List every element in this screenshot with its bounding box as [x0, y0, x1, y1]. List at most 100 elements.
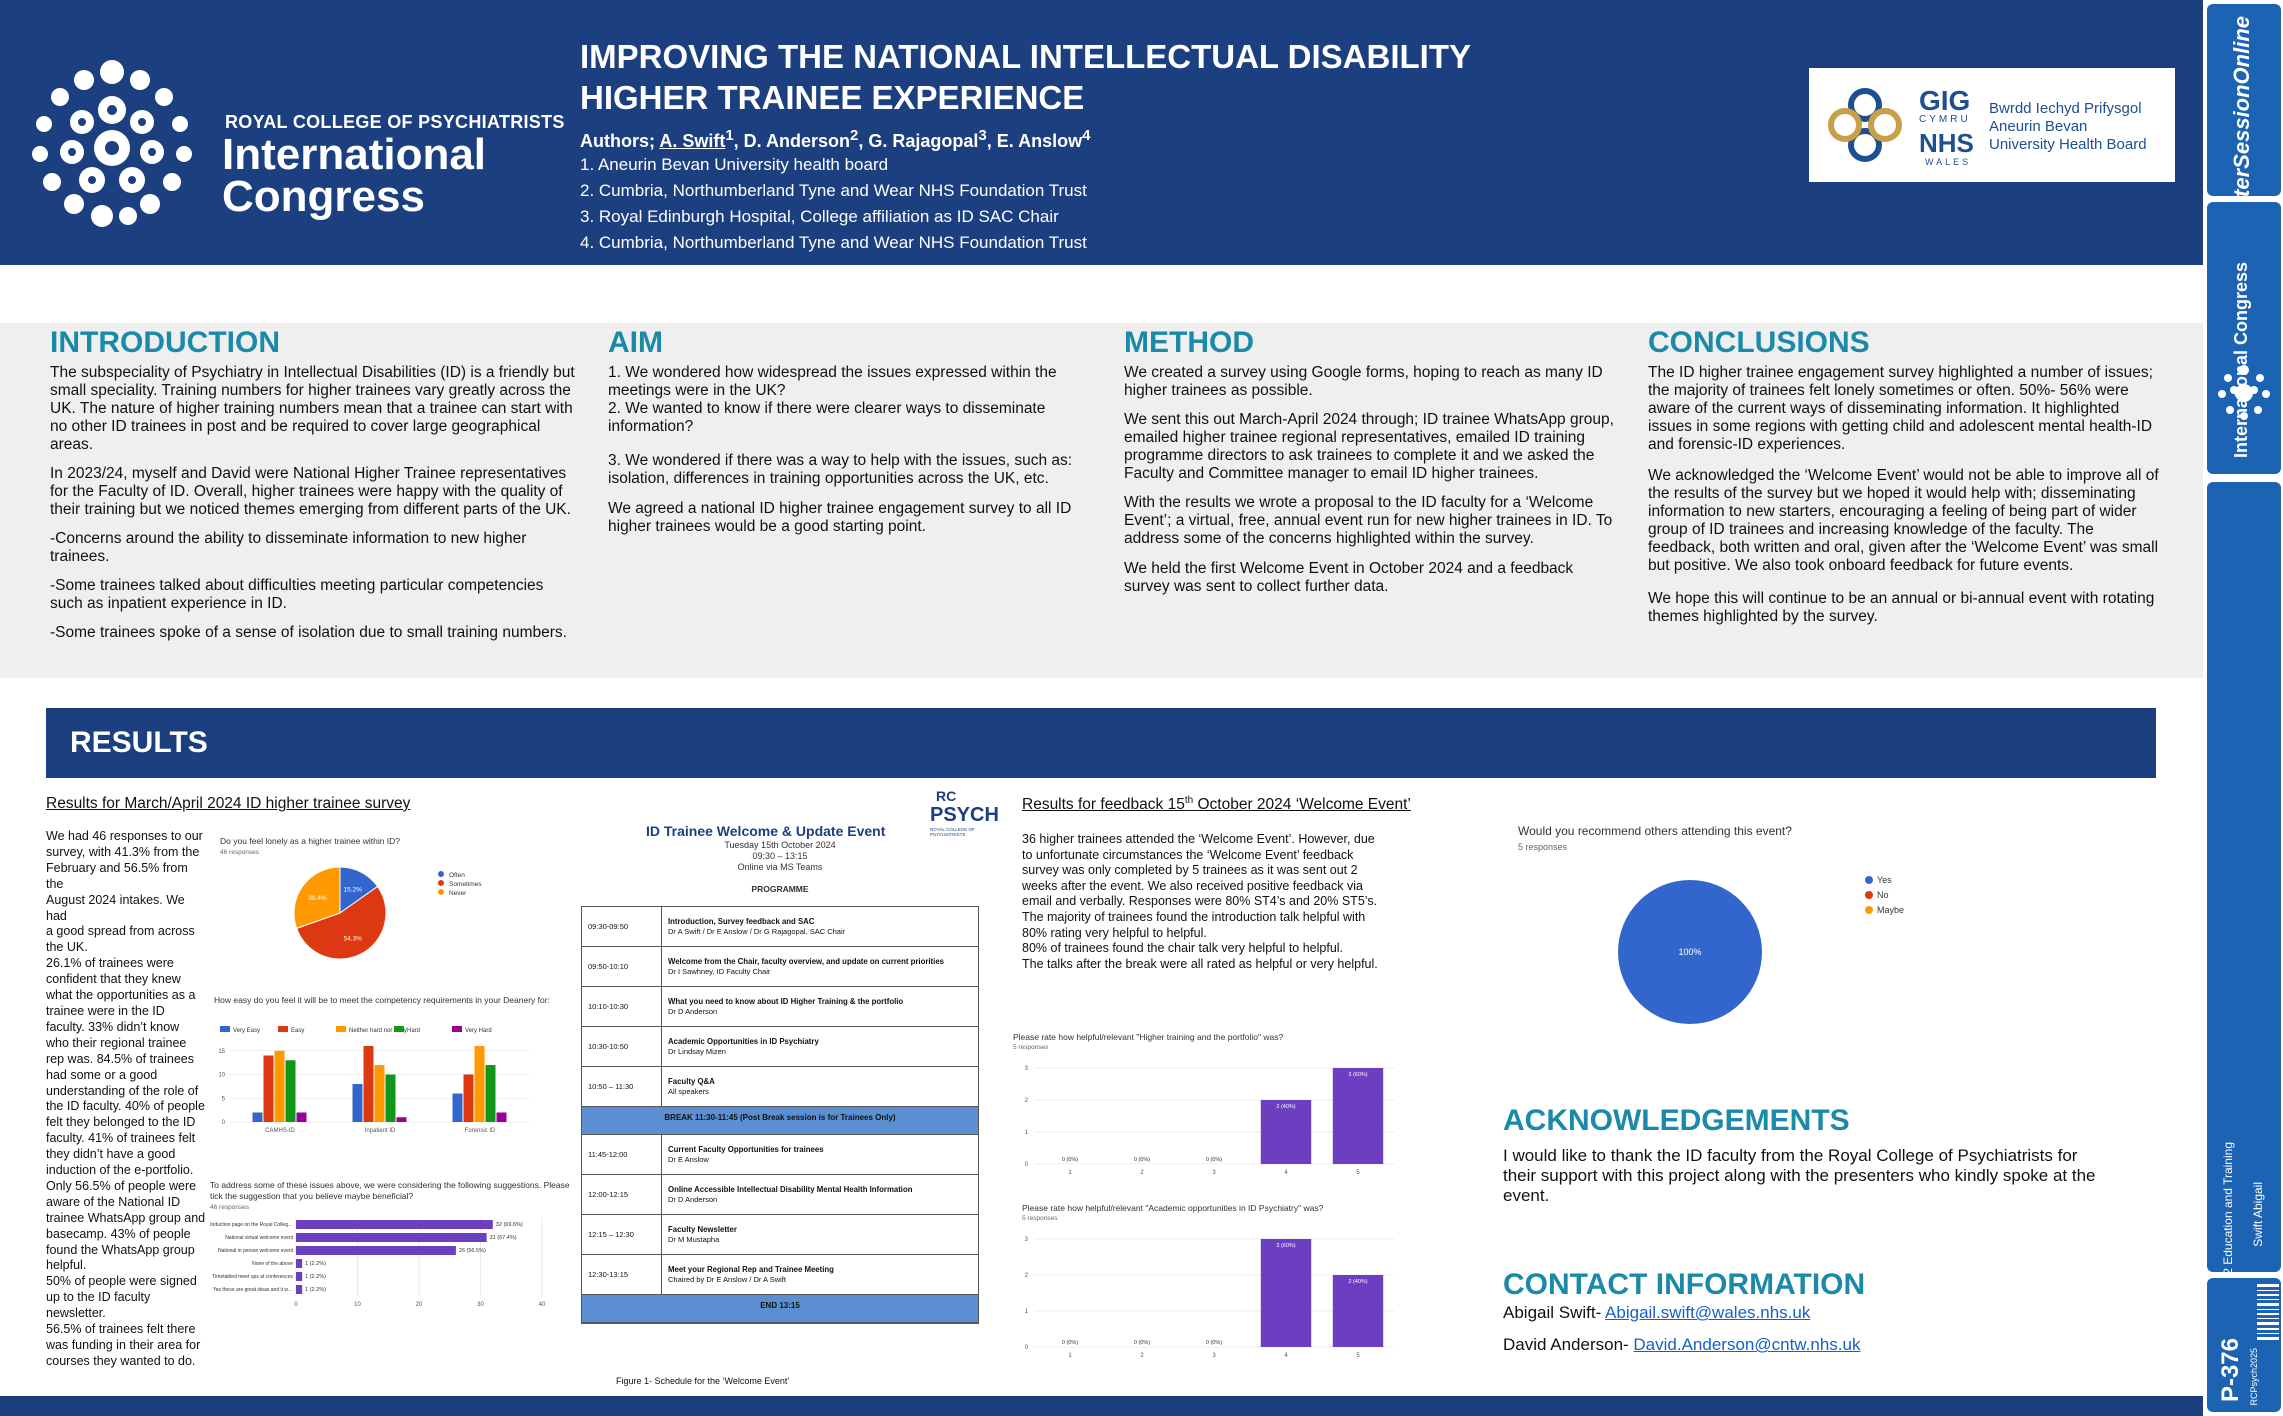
rcpsych-logo: RC PSYCH ROYAL COLLEGE OF PSYCHIATRISTS	[930, 788, 999, 837]
programme-desc: Academic Opportunities in ID Psychiatry D…	[662, 1027, 978, 1066]
legend-swatch	[336, 1026, 346, 1032]
programme-title: ID Trainee Welcome & Update Event	[646, 823, 886, 839]
programme-desc: What you need to know about ID Higher Tr…	[662, 987, 978, 1026]
conclusions-line: themes highlighted by the survey.	[1648, 608, 1878, 625]
programme-row: 10:10-10:30 What you need to know about I…	[582, 987, 978, 1027]
programme-time: 09:50-10:10	[582, 947, 662, 986]
aim-heading: AIM	[608, 326, 663, 359]
wales-label: WALES	[1925, 157, 1972, 167]
survey-heading: Results for March/April 2024 ID higher t…	[46, 795, 411, 812]
survey-line: courses they wanted to do.	[46, 1353, 196, 1368]
portfolio-chart-title: Please rate how helpful/relevant "Higher…	[1013, 1032, 1284, 1042]
feedback-line: 80% rating very helpful to helpful.	[1022, 925, 1207, 940]
feedback-heading-sup: th	[1184, 795, 1194, 806]
author-4-sup: 4	[1082, 127, 1091, 144]
survey-line: trainee were in the ID	[46, 1003, 165, 1018]
legend-label: Never	[449, 890, 467, 897]
conclusions-line: the results of the survey but we hoped i…	[1648, 485, 2136, 502]
aim-p1: 1. We wondered how widespread the issues…	[608, 364, 1057, 436]
legend-label: No	[1877, 890, 1889, 900]
bar	[285, 1060, 296, 1122]
bar	[296, 1272, 303, 1281]
bar	[1332, 1275, 1384, 1347]
introduction-p1: The subspeciality of Psychiatry in Intel…	[50, 364, 575, 454]
programme-session-title: Academic Opportunities in ID Psychiatry	[668, 1036, 819, 1046]
x-tick-label: 5	[1356, 1170, 1360, 1174]
conclusions-line: information to new starters, encouraging…	[1648, 503, 2137, 520]
programme-desc: Introduction, Survey feedback and SAC Dr …	[662, 907, 978, 946]
legend-label: Maybe	[1877, 905, 1904, 915]
x-tick-label: 2	[1140, 1170, 1144, 1174]
programme-time: 12:00-12:15	[582, 1175, 662, 1214]
portfolio-bar-chart: 0 1 2 3 0 (0%) 1 0 (0%) 2 0 (0%) 3 2 (40%) 4 3 (60%)…	[1025, 1066, 1394, 1174]
legend-label: Easy	[291, 1028, 304, 1034]
bar	[1260, 1239, 1312, 1347]
cymru-label: CYMRU	[1919, 114, 1971, 125]
programme-venue: Online via MS Teams	[737, 862, 823, 872]
rcpsych-logo-main: PSYCH	[930, 804, 999, 826]
contact-2-label: David Anderson-	[1503, 1335, 1634, 1354]
feedback-text: 36 higher trainees attended the ‘Welcome…	[1022, 832, 1378, 972]
programme-row: 12:00-12:15 Online Accessible Intellectua…	[582, 1175, 978, 1215]
recommend-chart-subtitle: 5 responses	[1518, 842, 1568, 852]
pie-slice	[293, 866, 341, 930]
x-tick-label: 0	[294, 1302, 298, 1308]
strip-congress: International Congress	[2231, 262, 2251, 459]
legend-label: Very Easy	[233, 1028, 260, 1034]
feedback-heading-post: October 2024 ‘Welcome Event’	[1193, 796, 1411, 814]
aim-line: We agreed a national ID higher trainee e…	[608, 500, 1072, 517]
value-label: 0 (0%)	[1062, 1157, 1078, 1163]
acknowledgements-heading: ACKNOWLEDGEMENTS	[1503, 1104, 1850, 1137]
category-label: National in person welcome event	[218, 1248, 294, 1254]
contact-1-email-link[interactable]: Abigail.swift@wales.nhs.uk	[1605, 1303, 1811, 1322]
programme-desc: Faculty Q&A All speakers	[662, 1067, 978, 1106]
survey-line: up to the ID faculty	[46, 1290, 151, 1305]
intro-line: such as inpatient experience in ID.	[50, 595, 287, 612]
suggestions-chart-title: To address some of these issues above, w…	[210, 1180, 570, 1201]
conclusions-line: but positive. We also took onboard feedb…	[1648, 557, 2074, 574]
intro-line: areas.	[50, 436, 94, 453]
value-label: 26 (56.5%)	[459, 1248, 486, 1254]
footer-bar	[0, 1396, 2203, 1416]
feedback-line: email and verbally. Responses were 80% S…	[1022, 894, 1378, 909]
nhs-wales-logo: GIG CYMRU NHS WALES Bwrdd Iechyd Prifysg…	[1809, 68, 2175, 182]
value-label: 3 (60%)	[1276, 1243, 1295, 1249]
conclusions-line: the majority of trainees felt lonely som…	[1648, 382, 2129, 399]
programme-time: 10:10-10:30	[582, 987, 662, 1026]
legend-swatch	[278, 1026, 288, 1032]
intro-line: trainees.	[50, 548, 110, 565]
legend-label: Often	[449, 872, 465, 879]
feedback-line: weeks after the event. We also received …	[1022, 878, 1363, 893]
survey-line: basecamp. 43% of people	[46, 1226, 191, 1241]
method-line: We held the first Welcome Event in Octob…	[1124, 560, 1574, 577]
programme-session-title: Faculty Q&A	[668, 1076, 715, 1086]
conclusions-p3: We hope this will continue to be an annu…	[1648, 590, 2154, 626]
survey-line: felt they belonged to the ID	[46, 1115, 196, 1130]
introduction-p2: In 2023/24, myself and David were Nation…	[50, 465, 571, 519]
survey-line: February and 56.5% from the	[46, 860, 188, 891]
intro-line: -Some trainees talked about difficulties…	[50, 577, 544, 594]
programme-speaker: Dr D Anderson	[668, 1194, 718, 1204]
x-tick-label: 1	[1068, 1170, 1072, 1174]
intro-line: small speciality. Training numbers for h…	[50, 382, 571, 399]
programme-session-title: What you need to know about ID Higher Tr…	[668, 996, 904, 1006]
board-line-2: Aneurin Bevan	[1989, 118, 2088, 135]
value-label: 0 (0%)	[1206, 1157, 1222, 1163]
legend-swatch	[1865, 876, 1873, 884]
rcpsych-logo-top: RC	[936, 788, 957, 804]
recommend-pie-legend: Yes No Maybe	[1865, 875, 1904, 915]
programme-break-row: BREAK 11:30-11:45 (Post Break session is…	[582, 1107, 978, 1135]
y-tick-label: 2	[1025, 1273, 1029, 1279]
programme-speaker: Dr M Mustapha	[668, 1234, 720, 1244]
contact-2-email-link[interactable]: David.Anderson@cntw.nhs.uk	[1633, 1335, 1861, 1354]
bar	[263, 1055, 274, 1122]
x-tick-label: 1	[1068, 1353, 1072, 1359]
conclusions-line: The ID higher trainee engagement survey …	[1648, 364, 2153, 381]
legend-label: Neither hard nor easy	[349, 1028, 407, 1034]
category-label: Induction page on the Royal Colleg…	[210, 1222, 293, 1228]
gig-label: GIG	[1919, 85, 1971, 116]
x-tick-label: CAMHS-ID	[265, 1128, 295, 1134]
portfolio-chart-subtitle: 5 responses	[1013, 1044, 1049, 1051]
survey-line: 56.5% of trainees felt there	[46, 1322, 196, 1337]
